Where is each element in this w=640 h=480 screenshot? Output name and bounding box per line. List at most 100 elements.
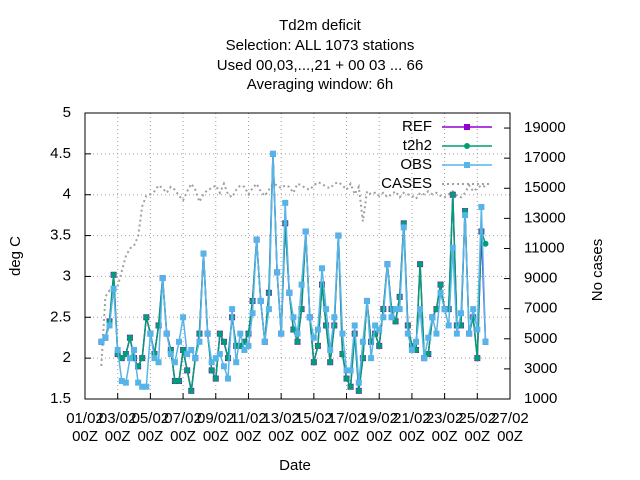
point xyxy=(278,330,285,337)
point xyxy=(175,378,182,385)
point xyxy=(159,275,166,282)
point xyxy=(343,375,350,382)
x-tick-label: 03/02 00Z xyxy=(98,410,137,445)
point xyxy=(110,271,117,278)
legend-label: OBS xyxy=(400,156,432,173)
y-tick-label: 5 xyxy=(63,104,71,121)
x-tick-label: 09/02 00Z xyxy=(196,410,235,445)
point xyxy=(188,387,195,394)
point xyxy=(220,363,227,370)
y-tick-label: 1.5 xyxy=(50,390,71,407)
point xyxy=(171,359,178,366)
point xyxy=(323,306,330,313)
point xyxy=(106,322,113,329)
x-axis-label: Date xyxy=(279,457,311,474)
point xyxy=(429,314,436,321)
point xyxy=(433,306,440,313)
point xyxy=(314,326,321,333)
point xyxy=(445,322,452,329)
point xyxy=(453,330,460,337)
point xyxy=(131,346,138,353)
point xyxy=(175,338,182,345)
point xyxy=(359,338,366,345)
point xyxy=(245,342,252,349)
point xyxy=(114,346,121,353)
y2-tick-label: 1000 xyxy=(524,390,557,407)
y-axis-label: deg C xyxy=(7,236,24,276)
point xyxy=(143,383,150,390)
point xyxy=(298,281,305,288)
title-line: Used 00,03,...,21 + 00 03 ... 66 xyxy=(217,57,423,74)
point xyxy=(482,338,489,345)
point xyxy=(396,306,403,313)
point xyxy=(286,289,293,296)
point xyxy=(306,314,313,321)
x-tick-label: 01/02 00Z xyxy=(66,410,104,445)
point xyxy=(118,355,125,362)
legend-marker xyxy=(464,124,470,130)
point xyxy=(400,224,407,231)
point xyxy=(110,285,117,292)
y-tick-label: 2 xyxy=(63,349,71,366)
point xyxy=(237,330,244,337)
y-tick-label: 2.5 xyxy=(50,308,71,325)
point xyxy=(347,383,354,390)
x-tick-label: 17/02 00Z xyxy=(327,410,366,445)
point xyxy=(302,228,309,235)
point xyxy=(180,314,187,321)
point xyxy=(204,330,211,337)
point xyxy=(163,330,170,337)
point xyxy=(466,330,473,337)
point xyxy=(290,314,297,321)
point xyxy=(261,338,268,345)
point xyxy=(310,359,317,366)
legend-label: t2h2 xyxy=(403,137,432,154)
point xyxy=(212,355,219,362)
y-tick-label: 3.5 xyxy=(50,227,71,244)
point xyxy=(351,322,358,329)
point xyxy=(462,212,469,219)
legend-label: REF xyxy=(402,118,432,135)
point xyxy=(363,297,370,304)
point xyxy=(425,334,432,341)
legend-label: CASES xyxy=(381,175,432,192)
x-tick-label: 19/02 00Z xyxy=(360,410,398,445)
title-line: Td2m deficit xyxy=(279,17,362,34)
point xyxy=(376,326,383,333)
point xyxy=(417,306,424,313)
point xyxy=(408,346,415,353)
point xyxy=(413,338,420,345)
y2-tick-label: 15000 xyxy=(524,179,566,196)
point xyxy=(457,310,464,317)
point xyxy=(421,355,428,362)
point xyxy=(314,342,321,349)
point xyxy=(282,199,289,206)
x-tick-label: 27/02 00Z xyxy=(491,410,529,445)
point xyxy=(368,355,375,362)
point xyxy=(184,367,191,374)
point xyxy=(327,359,334,366)
y2-tick-label: 9000 xyxy=(524,270,557,287)
point xyxy=(135,379,142,386)
point xyxy=(319,265,326,272)
point xyxy=(102,334,109,341)
point xyxy=(253,236,260,243)
point xyxy=(441,306,448,313)
point xyxy=(229,306,236,313)
point xyxy=(192,355,199,362)
x-tick-label: 07/02 00Z xyxy=(164,410,202,445)
point xyxy=(335,232,342,239)
point xyxy=(216,330,223,337)
point xyxy=(196,338,203,345)
point xyxy=(139,355,146,362)
point xyxy=(225,375,232,382)
point xyxy=(449,191,456,198)
point xyxy=(155,359,162,366)
point xyxy=(355,387,362,394)
legend-marker xyxy=(464,162,470,168)
x-tick-label: 13/02 00Z xyxy=(262,410,300,445)
plot-frame xyxy=(84,112,511,400)
point xyxy=(257,297,264,304)
